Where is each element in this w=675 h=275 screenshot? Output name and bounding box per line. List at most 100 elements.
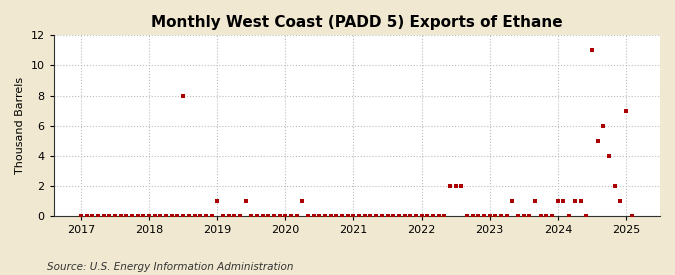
Point [223, 214, 234, 218]
Point [331, 214, 342, 218]
Point [575, 199, 586, 203]
Point [467, 214, 478, 218]
Point [587, 48, 597, 53]
Point [382, 214, 393, 218]
Point [433, 214, 444, 218]
Point [320, 214, 331, 218]
Point [325, 214, 336, 218]
Point [217, 214, 228, 218]
Point [359, 214, 370, 218]
Point [552, 199, 563, 203]
Point [292, 214, 302, 218]
Point [405, 214, 416, 218]
Point [166, 214, 177, 218]
Point [178, 94, 188, 98]
Point [189, 214, 200, 218]
Y-axis label: Thousand Barrels: Thousand Barrels [15, 77, 25, 174]
Point [342, 214, 353, 218]
Point [473, 214, 484, 218]
Point [524, 214, 535, 218]
Point [149, 214, 160, 218]
Point [99, 214, 109, 218]
Point [212, 199, 223, 203]
Point [263, 214, 273, 218]
Point [399, 214, 410, 218]
Point [620, 109, 631, 113]
Point [387, 214, 398, 218]
Point [257, 214, 268, 218]
Point [206, 214, 217, 218]
Point [495, 214, 506, 218]
Point [354, 214, 364, 218]
Point [240, 199, 251, 203]
Point [427, 214, 438, 218]
Point [490, 214, 501, 218]
Point [371, 214, 381, 218]
Point [121, 214, 132, 218]
Point [445, 184, 456, 188]
Point [280, 214, 291, 218]
Point [609, 184, 620, 188]
Point [580, 214, 591, 218]
Point [184, 214, 194, 218]
Point [484, 214, 495, 218]
Point [615, 199, 626, 203]
Point [104, 214, 115, 218]
Point [138, 214, 148, 218]
Point [115, 214, 126, 218]
Point [422, 214, 433, 218]
Point [87, 214, 98, 218]
Point [570, 199, 580, 203]
Point [535, 214, 546, 218]
Point [626, 214, 637, 218]
Point [178, 214, 188, 218]
Point [297, 199, 308, 203]
Point [274, 214, 285, 218]
Point [365, 214, 376, 218]
Point [81, 214, 92, 218]
Point [161, 214, 171, 218]
Point [200, 214, 211, 218]
Point [92, 214, 103, 218]
Point [337, 214, 348, 218]
Text: Source: U.S. Energy Information Administration: Source: U.S. Energy Information Administ… [47, 262, 294, 272]
Point [234, 214, 245, 218]
Point [286, 214, 296, 218]
Point [109, 214, 120, 218]
Point [462, 214, 472, 218]
Point [450, 184, 461, 188]
Point [127, 214, 138, 218]
Point [530, 199, 541, 203]
Point [507, 199, 518, 203]
Point [513, 214, 524, 218]
Point [302, 214, 313, 218]
Point [229, 214, 240, 218]
Point [377, 214, 387, 218]
Point [456, 184, 466, 188]
Point [603, 154, 614, 158]
Point [269, 214, 279, 218]
Point [172, 214, 183, 218]
Point [564, 214, 574, 218]
Point [502, 214, 512, 218]
Point [479, 214, 489, 218]
Point [416, 214, 427, 218]
Title: Monthly West Coast (PADD 5) Exports of Ethane: Monthly West Coast (PADD 5) Exports of E… [151, 15, 563, 30]
Point [592, 139, 603, 143]
Point [348, 214, 359, 218]
Point [439, 214, 450, 218]
Point [155, 214, 166, 218]
Point [144, 214, 155, 218]
Point [246, 214, 256, 218]
Point [76, 214, 86, 218]
Point [314, 214, 325, 218]
Point [252, 214, 263, 218]
Point [541, 214, 552, 218]
Point [558, 199, 569, 203]
Point [195, 214, 206, 218]
Point [132, 214, 143, 218]
Point [547, 214, 558, 218]
Point [394, 214, 404, 218]
Point [308, 214, 319, 218]
Point [518, 214, 529, 218]
